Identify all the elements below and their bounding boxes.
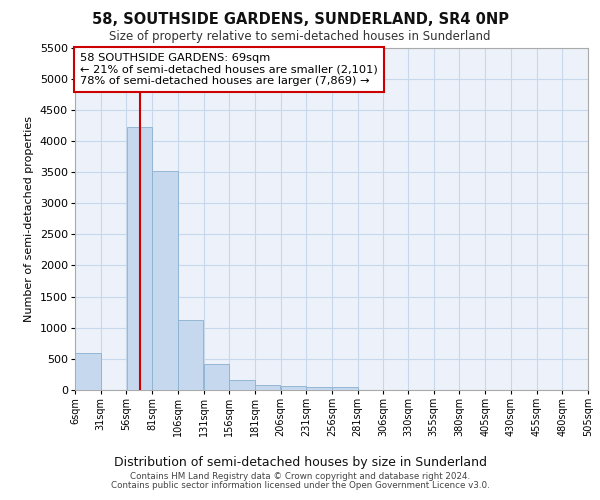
Bar [307, 386, 332, 390]
Text: 58 SOUTHSIDE GARDENS: 69sqm
← 21% of semi-detached houses are smaller (2,101)
78: 58 SOUTHSIDE GARDENS: 69sqm ← 21% of sem… [80, 52, 378, 86]
Text: Contains public sector information licensed under the Open Government Licence v3: Contains public sector information licen… [110, 481, 490, 490]
Bar [332, 386, 358, 390]
Text: Size of property relative to semi-detached houses in Sunderland: Size of property relative to semi-detach… [109, 30, 491, 43]
Y-axis label: Number of semi-detached properties: Number of semi-detached properties [25, 116, 34, 322]
Text: 58, SOUTHSIDE GARDENS, SUNDERLAND, SR4 0NP: 58, SOUTHSIDE GARDENS, SUNDERLAND, SR4 0… [91, 12, 509, 28]
Bar [229, 380, 255, 390]
Bar [152, 172, 178, 390]
Bar [178, 320, 203, 390]
Bar [255, 385, 280, 390]
Bar [281, 386, 306, 390]
Bar [203, 364, 229, 390]
Bar [75, 354, 101, 390]
Bar [127, 126, 152, 390]
Text: Distribution of semi-detached houses by size in Sunderland: Distribution of semi-detached houses by … [113, 456, 487, 469]
Text: Contains HM Land Registry data © Crown copyright and database right 2024.: Contains HM Land Registry data © Crown c… [130, 472, 470, 481]
